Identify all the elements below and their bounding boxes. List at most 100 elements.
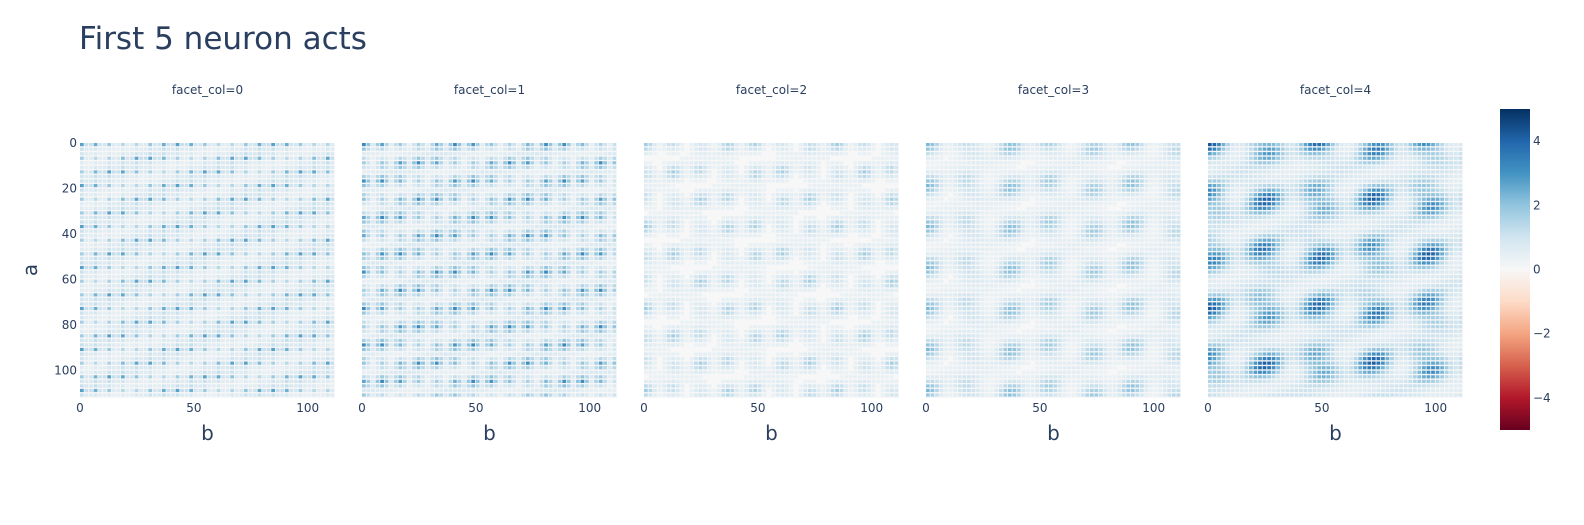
heatmap-cell — [207, 211, 212, 215]
heatmap-cell — [180, 234, 184, 238]
heatmap-cell — [571, 193, 576, 197]
heatmap-cell — [535, 193, 539, 197]
heatmap-cell — [316, 375, 321, 379]
heatmap-cell — [393, 161, 398, 165]
heatmap-cell — [280, 143, 285, 147]
heatmap-cell — [184, 311, 189, 315]
heatmap-cell — [180, 224, 184, 229]
heatmap-cell — [589, 143, 594, 147]
heatmap-cell — [466, 220, 471, 224]
heatmap-cell — [257, 334, 262, 338]
heatmap-cell — [266, 352, 271, 356]
heatmap-cell — [512, 234, 516, 238]
heatmap-cell — [294, 270, 298, 274]
heatmap-cell — [398, 211, 403, 215]
heatmap-cell — [225, 329, 230, 333]
heatmap-cell — [462, 238, 466, 242]
heatmap-cell — [234, 325, 239, 329]
heatmap-cell — [225, 265, 230, 270]
heatmap-cell — [430, 252, 435, 256]
heatmap-cell — [120, 270, 125, 274]
heatmap-cell — [257, 165, 262, 169]
heatmap-cell — [257, 265, 262, 270]
heatmap-cell — [303, 275, 307, 279]
heatmap-cell — [562, 179, 567, 183]
heatmap-cell — [189, 338, 194, 342]
heatmap-cell — [484, 256, 489, 261]
heatmap-cell — [585, 179, 589, 183]
heatmap-cell — [102, 393, 107, 397]
heatmap-cell — [243, 302, 248, 306]
heatmap-cell — [212, 211, 216, 215]
heatmap-cell — [148, 206, 153, 210]
heatmap-cell — [171, 393, 175, 397]
heatmap-cell — [193, 347, 198, 352]
heatmap-cell — [430, 284, 435, 288]
heatmap-cell — [321, 156, 326, 160]
heatmap-cell — [130, 215, 134, 220]
heatmap-cell — [198, 297, 203, 302]
heatmap-cell — [312, 379, 316, 383]
heatmap-cell — [107, 238, 112, 242]
heatmap-cell — [80, 211, 84, 215]
heatmap-cell — [525, 243, 530, 247]
heatmap-cell — [139, 338, 143, 342]
heatmap-cell — [212, 329, 216, 333]
heatmap-cell — [98, 334, 102, 338]
heatmap-cell — [84, 343, 89, 347]
heatmap-cell — [89, 174, 93, 179]
heatmap-cell — [253, 275, 257, 279]
heatmap-cell — [98, 329, 102, 333]
heatmap-cell — [521, 156, 526, 160]
heatmap-cell — [466, 229, 471, 233]
heatmap-cell — [475, 261, 480, 265]
heatmap-cell — [248, 357, 253, 361]
heatmap-cell — [557, 152, 562, 156]
heatmap-cell — [371, 220, 375, 224]
heatmap-cell — [148, 270, 153, 274]
heatmap-cell — [325, 352, 330, 356]
heatmap-cell — [120, 202, 125, 206]
heatmap-cell — [576, 238, 580, 242]
heatmap-cell — [234, 375, 239, 379]
heatmap-cell — [439, 224, 444, 229]
heatmap-cell — [453, 156, 457, 160]
heatmap-cell — [553, 275, 557, 279]
heatmap-cell — [143, 334, 148, 338]
heatmap-cell — [280, 338, 285, 342]
heatmap-cell — [221, 152, 225, 156]
heatmap-cell — [257, 234, 262, 238]
heatmap-cell — [216, 347, 221, 352]
heatmap-cell — [312, 343, 316, 347]
heatmap-cell — [453, 224, 457, 229]
heatmap-cell — [221, 288, 225, 292]
heatmap-cell — [161, 297, 166, 302]
heatmap-cell — [271, 384, 275, 388]
heatmap-cell — [521, 256, 526, 261]
heatmap-cell — [384, 143, 389, 147]
heatmap-cell — [589, 161, 594, 165]
heatmap-cell — [262, 366, 266, 370]
heatmap-cell — [566, 215, 571, 220]
heatmap-cell — [557, 252, 562, 256]
heatmap-cell — [503, 224, 507, 229]
heatmap-cell — [384, 152, 389, 156]
heatmap-cell — [307, 293, 312, 297]
heatmap-cell — [294, 247, 298, 251]
heatmap-cell — [489, 161, 494, 165]
heatmap-cell — [566, 165, 571, 169]
heatmap-cell — [384, 252, 389, 256]
heatmap-cell — [298, 247, 303, 251]
heatmap-cell — [80, 197, 84, 201]
heatmap-cell — [239, 275, 244, 279]
heatmap-cell — [120, 352, 125, 356]
heatmap-cell — [161, 161, 166, 165]
heatmap-cell — [257, 384, 262, 388]
heatmap-cell — [425, 288, 430, 292]
heatmap-cell — [280, 220, 285, 224]
heatmap-cell — [266, 329, 271, 333]
heatmap-cell — [184, 188, 189, 192]
heatmap-cell — [366, 152, 371, 156]
heatmap-cell — [530, 206, 535, 210]
heatmap-cell — [111, 202, 116, 206]
